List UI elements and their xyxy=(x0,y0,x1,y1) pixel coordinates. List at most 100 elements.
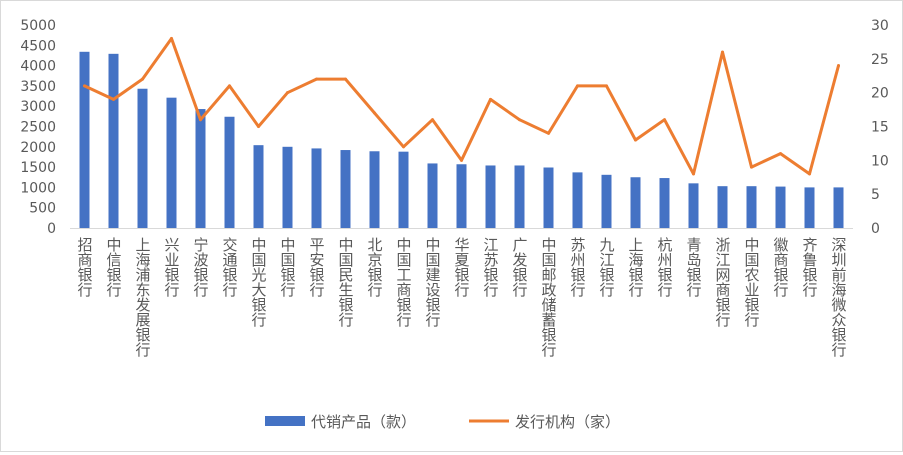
category-label: 平安银行 xyxy=(308,237,326,298)
legend-label-bar: 代销产品（款） xyxy=(311,413,416,431)
left-axis-tick-label: 1500 xyxy=(20,160,56,176)
right-axis-tick-label: 25 xyxy=(871,52,889,68)
category-label: 中国工商银行 xyxy=(395,237,413,328)
line-point xyxy=(489,97,492,101)
category-label: 招商银行 xyxy=(76,237,94,298)
line-point xyxy=(547,131,550,135)
left-axis-tick-label: 1000 xyxy=(20,180,56,196)
category-label: 中信银行 xyxy=(105,237,123,298)
bar xyxy=(195,109,206,228)
line-point xyxy=(199,118,202,122)
category-label: 浙江网商银行 xyxy=(714,237,732,328)
bar xyxy=(369,151,380,228)
left-axis-tick-label: 0 xyxy=(47,221,56,237)
left-axis-tick-label: 3500 xyxy=(20,79,56,95)
category-label: 中国光大银行 xyxy=(250,237,268,328)
left-axis-tick-label: 4500 xyxy=(20,38,56,54)
category-label: 苏州银行 xyxy=(569,237,587,298)
category-label: 徽商银行 xyxy=(772,237,790,298)
bar xyxy=(572,172,583,228)
category-label: 齐鲁银行 xyxy=(801,237,819,298)
line-point xyxy=(315,77,318,81)
category-label: 广发银行 xyxy=(511,237,529,298)
line-point xyxy=(83,84,86,88)
line-point xyxy=(634,138,637,142)
bar xyxy=(514,165,525,228)
category-label: 中国民生银行 xyxy=(337,237,355,328)
bar xyxy=(224,116,235,228)
category-label: 上海浦东发展银行 xyxy=(134,237,152,358)
category-label: 中国银行 xyxy=(279,237,297,298)
line-point xyxy=(692,172,695,176)
category-label: 北京银行 xyxy=(366,237,384,298)
category-label: 中国邮政储蓄银行 xyxy=(540,237,558,358)
line-point xyxy=(721,50,724,54)
line-point xyxy=(112,97,115,101)
line-point xyxy=(344,77,347,81)
bar xyxy=(688,183,699,228)
line-point xyxy=(605,84,608,88)
line-point xyxy=(460,158,463,162)
line-point xyxy=(431,118,434,122)
left-axis-tick-label: 5000 xyxy=(20,18,56,34)
category-label: 宁波银行 xyxy=(192,237,210,298)
bar xyxy=(746,186,757,228)
bar xyxy=(804,187,815,228)
right-axis-tick-label: 0 xyxy=(871,221,880,237)
right-axis-tick-label: 15 xyxy=(871,120,889,136)
bar xyxy=(630,177,641,228)
right-axis-tick-label: 10 xyxy=(871,153,889,169)
legend-swatch-bar xyxy=(265,416,305,426)
category-label: 兴业银行 xyxy=(163,237,181,298)
line-point xyxy=(808,172,811,176)
right-axis-tick-label: 20 xyxy=(871,86,889,102)
line-point xyxy=(402,145,405,149)
category-label: 华夏银行 xyxy=(453,237,471,298)
left-axis-tick-label: 2500 xyxy=(20,120,56,136)
bar xyxy=(398,151,409,228)
bar xyxy=(253,145,264,228)
category-label: 交通银行 xyxy=(221,236,239,298)
bar xyxy=(456,164,467,228)
category-label: 九江银行 xyxy=(598,237,616,298)
legend-label-line: 发行机构（家） xyxy=(515,413,620,431)
bar xyxy=(137,88,148,228)
bar xyxy=(282,146,293,228)
category-label: 中国农业银行 xyxy=(743,237,761,328)
bar xyxy=(427,163,438,228)
line-point xyxy=(663,118,666,122)
left-axis-tick-label: 2000 xyxy=(20,140,56,156)
category-label: 江苏银行 xyxy=(482,237,500,298)
line-point xyxy=(141,77,144,81)
line-point xyxy=(170,37,173,41)
category-label: 中国建设银行 xyxy=(424,237,442,328)
bar xyxy=(79,51,90,228)
bar xyxy=(833,187,844,228)
bar xyxy=(601,174,612,228)
line-point xyxy=(779,152,782,156)
bar xyxy=(775,186,786,228)
category-label: 深圳前海微众银行 xyxy=(830,237,848,358)
bar xyxy=(166,97,177,228)
bar xyxy=(717,186,728,228)
category-label: 杭州银行 xyxy=(656,237,674,298)
bar xyxy=(485,165,496,228)
bar xyxy=(659,178,670,228)
right-axis-tick-label: 5 xyxy=(871,187,880,203)
category-label: 青岛银行 xyxy=(685,237,703,298)
bar xyxy=(543,167,554,228)
line-point xyxy=(750,165,753,169)
line-point xyxy=(286,91,289,95)
line-point xyxy=(576,84,579,88)
bar xyxy=(311,148,322,228)
line-point xyxy=(228,84,231,88)
category-label: 上海银行 xyxy=(627,237,645,298)
line-point xyxy=(373,111,376,115)
left-axis-tick-label: 3000 xyxy=(20,99,56,115)
line-point xyxy=(837,64,840,68)
bar xyxy=(108,53,119,228)
bar xyxy=(340,150,351,228)
left-axis-tick-label: 4000 xyxy=(20,59,56,75)
